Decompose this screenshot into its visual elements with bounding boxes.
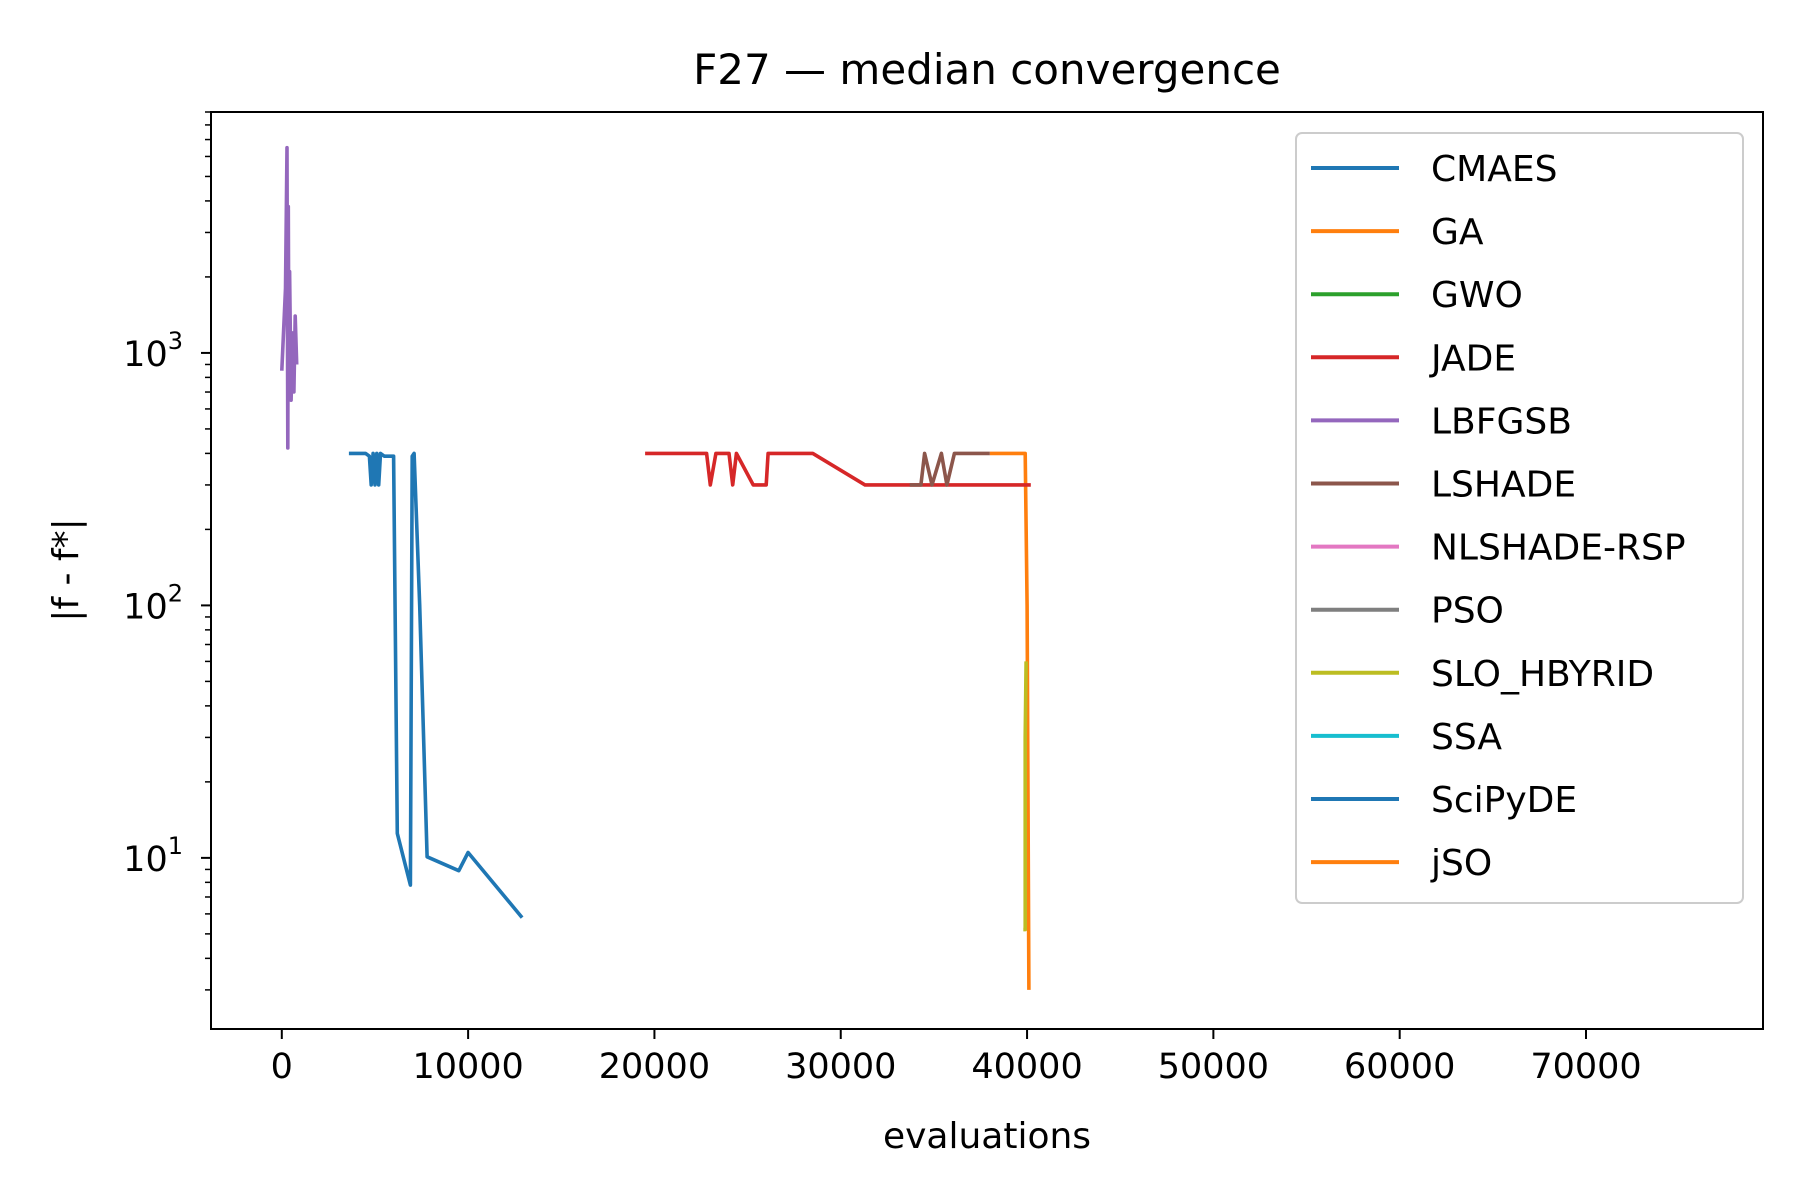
legend-label: LSHADE (1431, 465, 1576, 506)
legend: CMAES GA GWO JADE LBFGSB LSHADE NLSHADE-RSP PSO… (1295, 132, 1744, 904)
x-tick-label: 10000 (412, 1047, 523, 1087)
legend-label: CMAES (1431, 149, 1557, 190)
x-tick-label: 20000 (599, 1047, 710, 1087)
legend-box (1295, 132, 1744, 904)
series-line-ga (989, 451, 1031, 990)
x-axis-label: evaluations (883, 1116, 1091, 1157)
series-layer (280, 145, 1031, 990)
legend-label: SLO_HBYRID (1431, 654, 1654, 695)
x-tick-label: 0 (271, 1047, 293, 1087)
legend-label: NLSHADE-RSP (1431, 528, 1686, 569)
series-line-lshade (909, 451, 990, 487)
legend-label: GWO (1431, 275, 1523, 316)
legend-label: PSO (1431, 591, 1504, 632)
series-line-scipyde (348, 451, 524, 919)
x-tick-label: 40000 (971, 1047, 1082, 1087)
series-line-jade (645, 451, 1031, 487)
y-tick-label: 103 (123, 327, 183, 375)
x-tick-label: 60000 (1344, 1047, 1455, 1087)
legend-label: jSO (1430, 843, 1492, 884)
x-tick-label: 70000 (1530, 1047, 1641, 1087)
legend-label: SSA (1431, 717, 1502, 758)
series-line-lbfgsb (280, 145, 299, 450)
plot-frame (210, 111, 1764, 1030)
series-line-slo_hbyrid (1023, 661, 1028, 932)
legend-label: GA (1431, 212, 1484, 253)
x-axis: 0 10000 20000 30000 40000 50000 60000 70000 (271, 1029, 1642, 1087)
y-tick-label: 102 (123, 579, 183, 627)
x-tick-label: 30000 (785, 1047, 896, 1087)
chart-title: F27 — median convergence (693, 45, 1281, 94)
legend-label: JADE (1429, 338, 1516, 379)
x-tick-label: 50000 (1158, 1047, 1269, 1087)
y-axis-label: |f - f*| (46, 518, 87, 621)
legend-label: LBFGSB (1431, 401, 1572, 442)
legend-label: SciPyDE (1431, 780, 1577, 821)
y-axis: 101 102 103 (123, 111, 211, 991)
y-tick-label: 101 (123, 832, 183, 880)
